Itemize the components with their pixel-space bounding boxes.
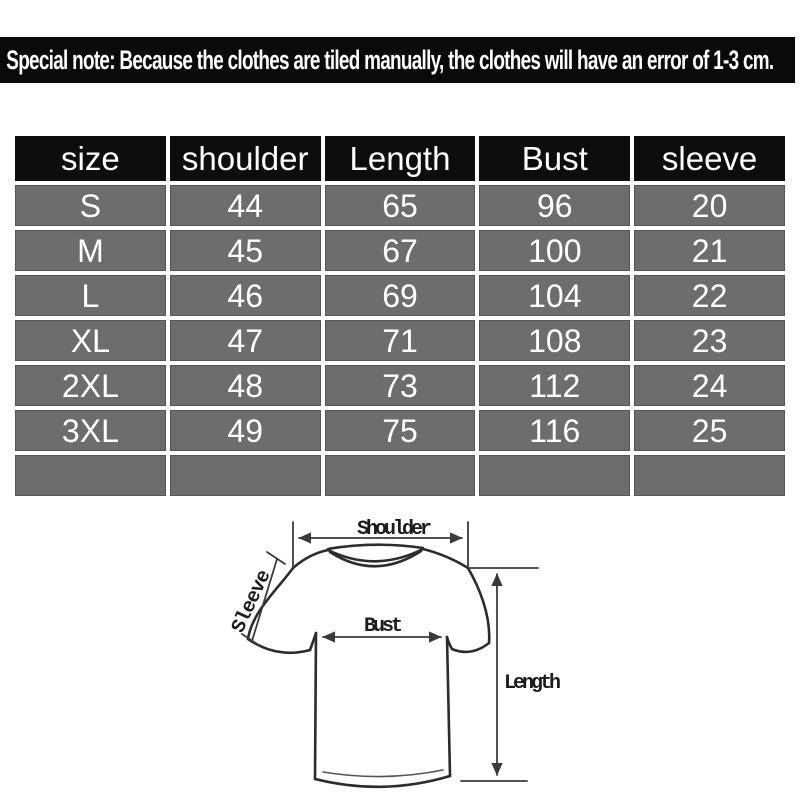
table-cell: 46: [169, 275, 321, 316]
table-cell: 48: [169, 365, 321, 406]
col-header-shoulder: shoulder: [169, 136, 321, 181]
table-cell-size-s: S: [15, 185, 166, 226]
table-cell: 47: [169, 320, 321, 361]
table-cell: 49: [169, 410, 321, 451]
table-cell: 112: [479, 365, 631, 406]
table-cell: 44: [169, 185, 321, 226]
col-header-size: size: [15, 136, 166, 181]
table-cell-empty: [479, 455, 631, 496]
table-cell: 116: [479, 410, 631, 451]
table-cell: 20: [634, 185, 785, 226]
table-cell-empty: [15, 455, 166, 496]
size-table: size shoulder Length Bust sleeve S 44 65…: [15, 136, 785, 496]
col-header-sleeve: sleeve: [634, 136, 785, 181]
shoulder-dimension-label: Shoulder: [357, 518, 431, 541]
table-cell-size-3xl: 3XL: [15, 410, 166, 451]
table-cell-size-xl: XL: [15, 320, 166, 361]
table-cell-size-2xl: 2XL: [15, 365, 166, 406]
table-cell: 104: [479, 275, 631, 316]
table-cell: 22: [634, 275, 785, 316]
col-header-bust: Bust: [479, 136, 631, 181]
length-dimension-label: Length: [504, 672, 560, 695]
sleeve-top-tick: [266, 551, 286, 565]
table-cell-size-l: L: [15, 275, 166, 316]
dimension-lines: [241, 521, 539, 782]
table-cell: 100: [479, 230, 631, 271]
table-cell: 21: [634, 230, 785, 271]
table-cell: 67: [324, 230, 476, 271]
table-cell: 23: [634, 320, 785, 361]
table-cell-empty: [169, 455, 321, 496]
table-cell-size-m: M: [15, 230, 166, 271]
tshirt-measurement-diagram: Shoulder Bust Length Sleeve: [228, 518, 563, 789]
table-cell: 45: [169, 230, 321, 271]
special-note-banner: Special note: Because the clothes are ti…: [0, 37, 795, 83]
table-cell: 96: [479, 185, 631, 226]
col-header-length: Length: [324, 136, 476, 181]
table-cell: 69: [324, 275, 476, 316]
table-cell: 75: [324, 410, 476, 451]
tshirt-outline-drawing: [246, 543, 491, 789]
sleeve-dim-line: [251, 558, 278, 642]
table-cell-empty: [324, 455, 476, 496]
sleeve-dimension-label: Sleeve: [228, 566, 277, 636]
table-cell-empty: [634, 455, 785, 496]
bust-dimension-label: Bust: [364, 615, 402, 638]
table-cell: 71: [324, 320, 476, 361]
table-cell: 73: [324, 365, 476, 406]
table-cell: 25: [634, 410, 785, 451]
special-note-text: Special note: Because the clothes are ti…: [6, 44, 774, 75]
table-cell: 24: [634, 365, 785, 406]
table-cell: 65: [324, 185, 476, 226]
sleeve-bottom-tick: [241, 633, 261, 647]
table-cell: 108: [479, 320, 631, 361]
